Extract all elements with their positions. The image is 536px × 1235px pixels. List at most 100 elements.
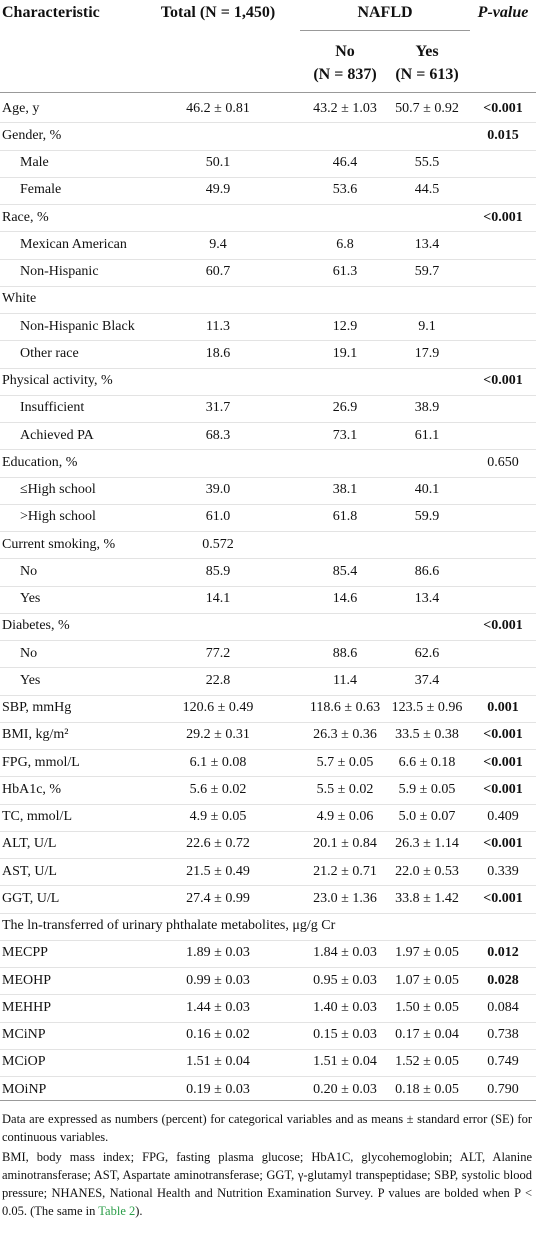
cell: 6.1 ± 0.08 [189, 754, 247, 770]
row-separator [0, 721, 536, 723]
row-separator [0, 939, 536, 941]
cell: 4.9 ± 0.05 [189, 809, 247, 824]
row-separator [0, 449, 536, 451]
row-separator [0, 694, 536, 696]
cell: 19.1 [332, 345, 358, 361]
cell: 18.6 [205, 345, 231, 361]
row-label: Mexican American [20, 236, 127, 252]
cell: 1.97 ± 0.05 [395, 945, 459, 961]
row-label: Gender, % [2, 127, 62, 143]
cell: 0.99 ± 0.03 [186, 972, 250, 988]
p-value: 0.012 [487, 945, 519, 961]
cell: 38.9 [414, 400, 440, 416]
row-label: Achieved PA [20, 427, 94, 443]
row-label: SBP, mmHg [2, 700, 72, 715]
cell: 0.15 ± 0.03 [313, 1027, 377, 1042]
cell: 37.4 [414, 672, 440, 688]
cell: 73.1 [332, 427, 358, 443]
row-separator [0, 858, 536, 859]
cell: 1.07 ± 0.05 [395, 972, 459, 988]
cell: 26.3 ± 1.14 [395, 836, 459, 852]
cell: 39.0 [205, 482, 231, 497]
cell: 26.3 ± 0.36 [313, 727, 377, 743]
row-separator [0, 830, 536, 832]
row-label: Yes [20, 672, 41, 688]
row-separator [0, 285, 536, 287]
cell: 77.2 [205, 645, 231, 661]
cell: 118.6 ± 0.63 [309, 700, 381, 715]
cell: 33.8 ± 1.42 [395, 890, 459, 906]
cell: 6.8 [336, 236, 354, 252]
header-yes: Yes [415, 43, 439, 60]
p-value: <0.001 [483, 836, 523, 852]
row-separator [0, 1048, 536, 1050]
cell: 11.3 [206, 318, 230, 334]
cell: 1.40 ± 0.03 [313, 999, 377, 1015]
cell: 1.51 ± 0.04 [186, 1054, 250, 1070]
cell: 88.6 [332, 645, 358, 661]
header-yes-n: (N = 613) [395, 66, 459, 83]
cell: 11.4 [333, 672, 357, 688]
cell: 20.1 ± 0.84 [313, 836, 377, 852]
cell: 0.18 ± 0.05 [395, 1081, 459, 1097]
cell: 31.7 [205, 400, 231, 416]
cell: 5.0 ± 0.07 [398, 809, 456, 824]
cell: 59.7 [414, 264, 440, 279]
cell: 0.572 [202, 536, 234, 552]
cell: 85.4 [332, 563, 358, 579]
row-separator [0, 476, 536, 478]
cell: 50.1 [205, 155, 231, 170]
p-value: 0.339 [487, 863, 519, 879]
row-label: Female [20, 182, 62, 198]
row-label: MECPP [2, 945, 48, 961]
row-label: GGT, U/L [2, 890, 60, 906]
p-value: 0.650 [487, 454, 519, 470]
cell: 17.9 [414, 345, 440, 361]
row-separator [0, 1076, 536, 1077]
bottom-rule [0, 1100, 536, 1101]
p-value: 0.749 [487, 1054, 519, 1070]
p-value: 0.015 [487, 127, 519, 143]
row-separator [0, 149, 536, 151]
row-label: Education, % [2, 454, 78, 470]
cell: 85.9 [205, 563, 231, 579]
p-value: <0.001 [483, 209, 523, 225]
cell: 38.1 [332, 482, 358, 497]
row-separator [0, 994, 536, 996]
header-p: P-value [477, 4, 529, 21]
p-value: <0.001 [483, 890, 523, 906]
cell: 0.17 ± 0.04 [395, 1027, 459, 1042]
p-value: 0.028 [487, 972, 519, 988]
row-separator [0, 558, 536, 560]
cell: 1.89 ± 0.03 [186, 945, 250, 961]
row-label: Other race [20, 345, 79, 361]
row-separator [0, 1021, 536, 1023]
row-label: Race, % [2, 209, 49, 225]
row-label: MEHHP [2, 999, 52, 1015]
cell: 68.3 [205, 427, 231, 443]
row-label: MEOHP [2, 972, 52, 988]
cell: 61.3 [332, 264, 358, 279]
cell: 9.4 [209, 236, 227, 252]
row-label: TC, mmol/L [2, 809, 72, 824]
group-rule [300, 30, 470, 31]
cell: 61.8 [332, 509, 358, 525]
header-total: Total (N = 1,450) [160, 4, 276, 21]
row-label: No [20, 563, 38, 579]
p-value: <0.001 [483, 781, 523, 797]
row-separator [0, 176, 536, 178]
cell: 1.44 ± 0.03 [186, 999, 250, 1015]
header-characteristic: Characteristic [2, 4, 100, 21]
cell: 5.5 ± 0.02 [316, 781, 374, 797]
cell: 49.9 [205, 182, 231, 198]
row-separator [0, 422, 536, 423]
table-link[interactable]: Table 2 [98, 1204, 136, 1218]
cell: 21.5 ± 0.49 [186, 863, 250, 879]
cell: 1.84 ± 0.03 [313, 945, 377, 961]
row-label: Physical activity, % [2, 373, 113, 388]
row-label: No [20, 645, 38, 661]
row-label: Insufficient [20, 400, 85, 416]
row-label: Yes [20, 591, 41, 606]
header-rule [0, 92, 536, 93]
row-separator [0, 749, 536, 750]
